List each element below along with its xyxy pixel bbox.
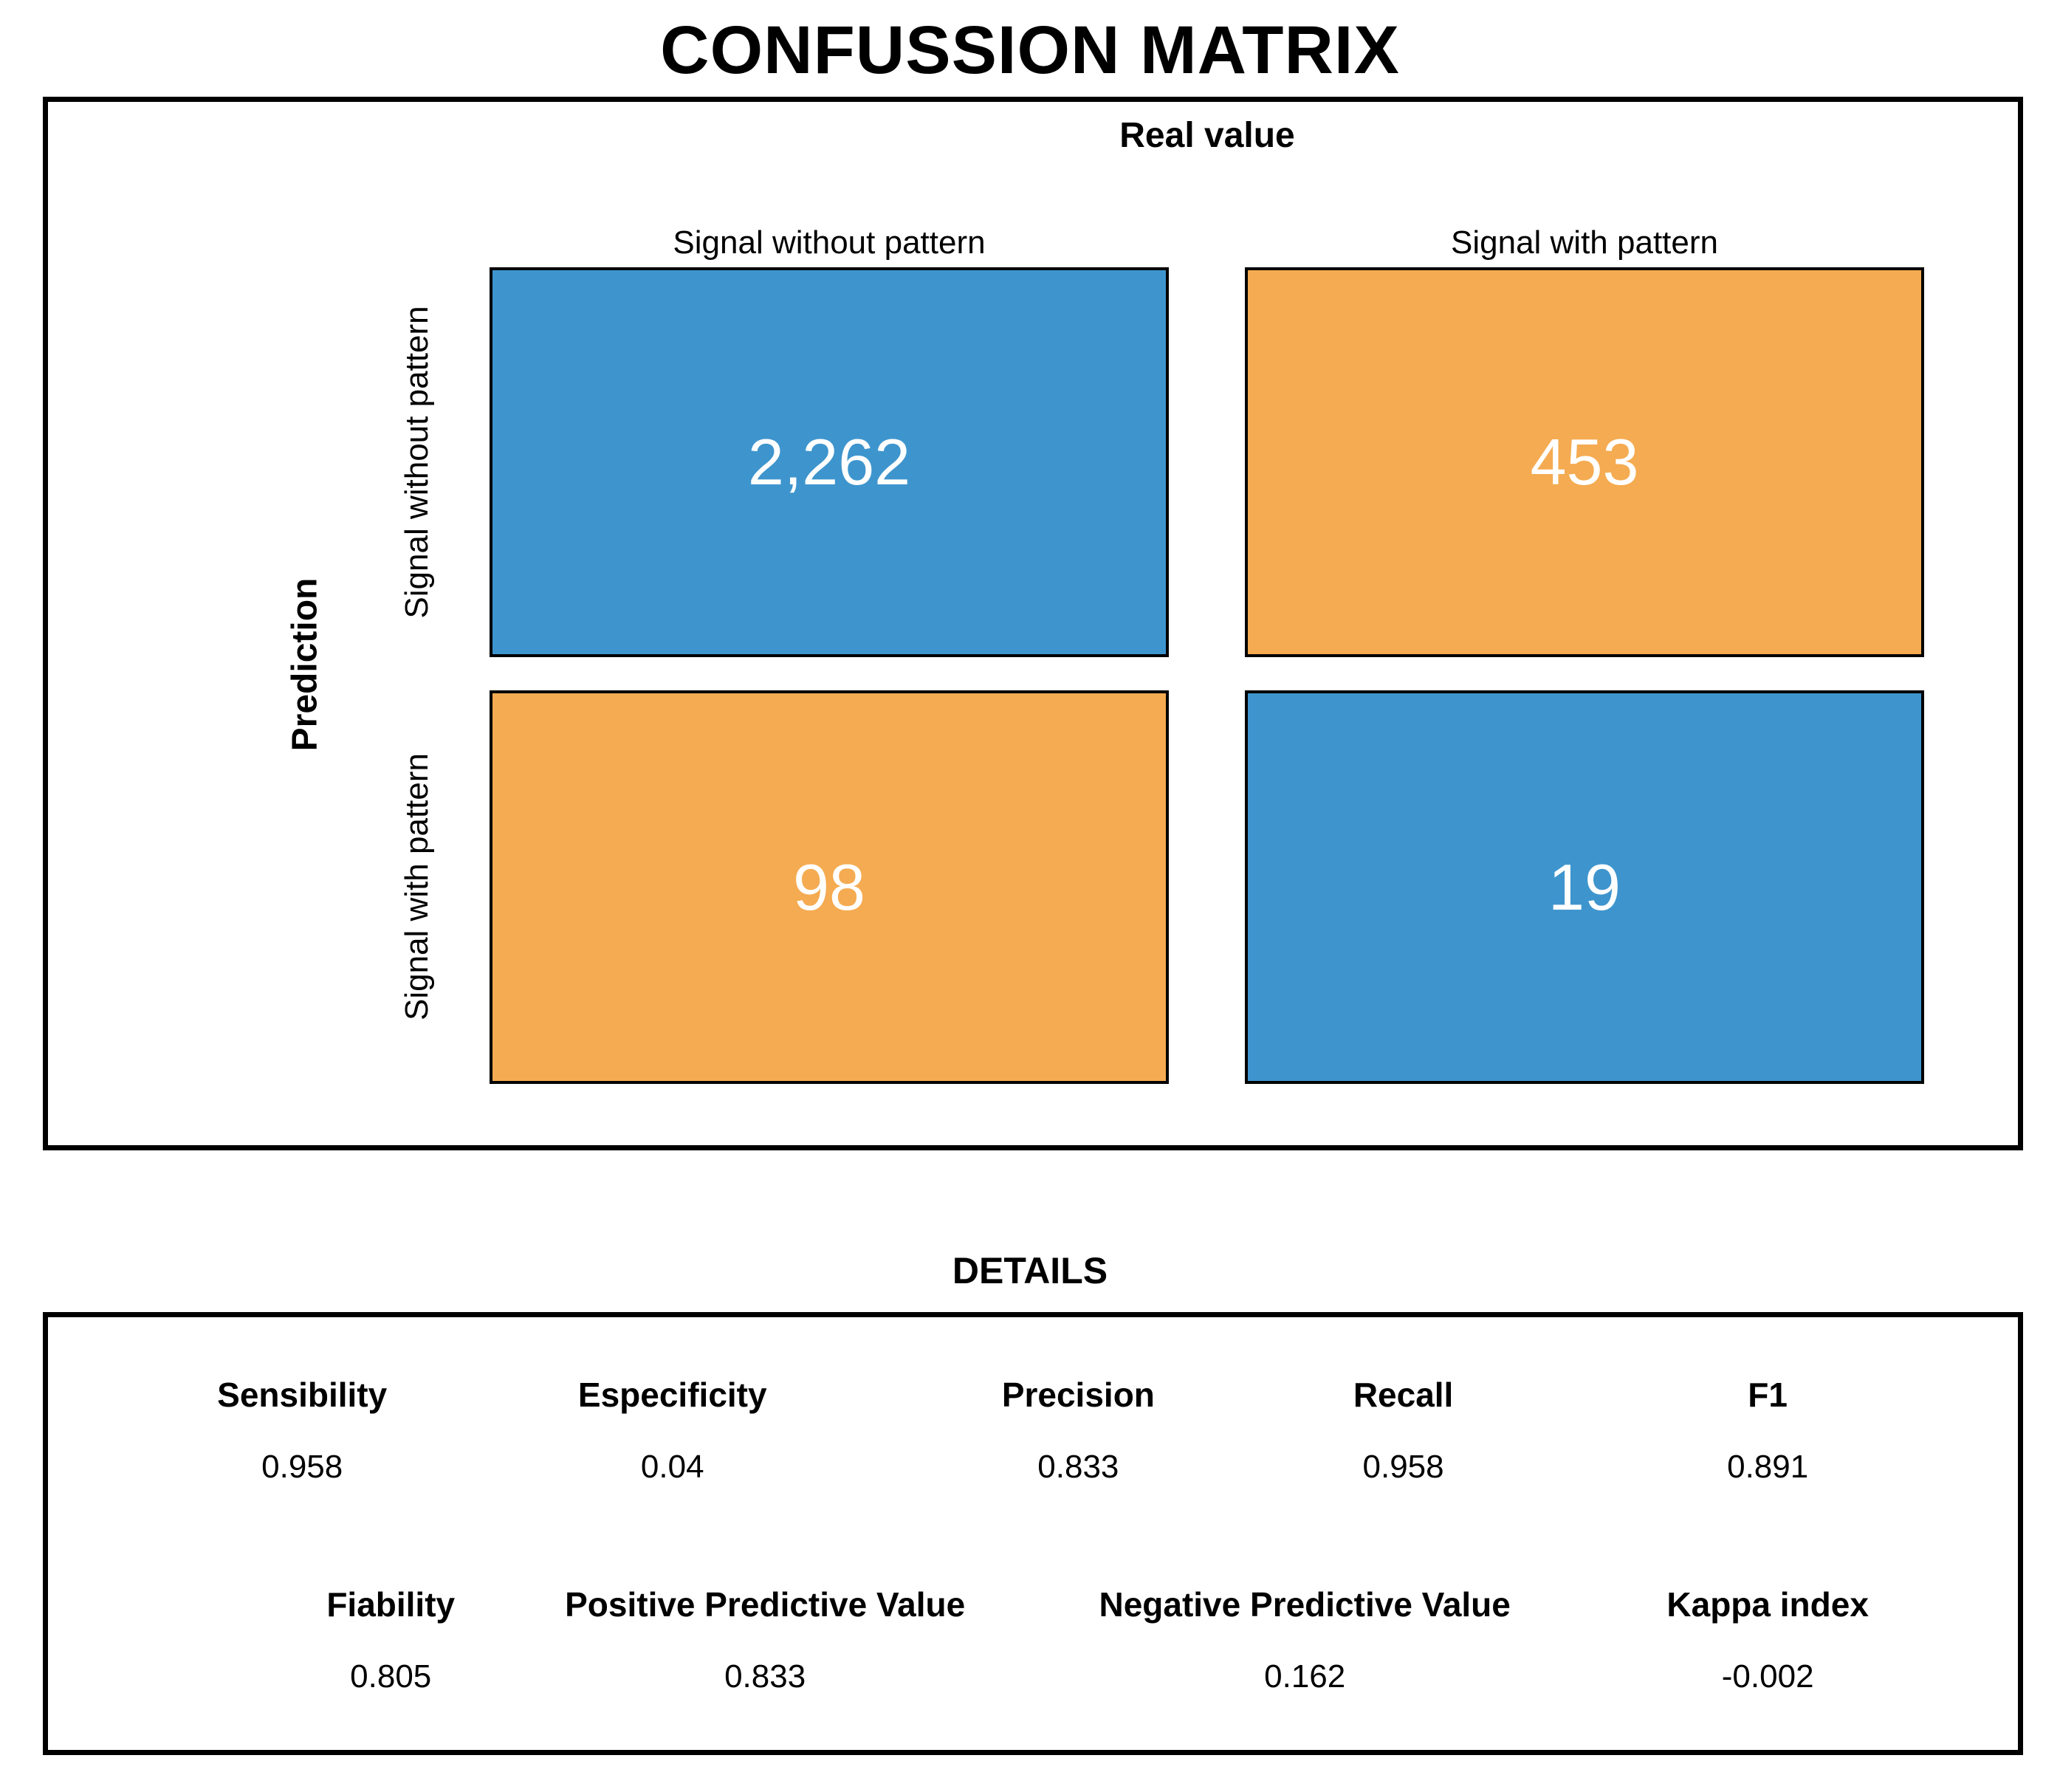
matrix-cell-value: 98 (793, 850, 865, 924)
metric-f1: F1 0.891 (1727, 1375, 1808, 1486)
matrix-cell-value: 453 (1530, 425, 1639, 498)
metric-value: 0.891 (1727, 1449, 1809, 1485)
metric-positive-predictive-value: Positive Predictive Value 0.833 (565, 1585, 965, 1695)
metric-fiability: Fiability 0.805 (326, 1585, 455, 1695)
row-header-signal-with-pattern: Signal with pattern (399, 753, 435, 1020)
matrix-cell-value: 19 (1548, 850, 1621, 924)
details-heading: DETAILS (952, 1250, 1108, 1291)
matrix-panel: Real value Signal without pattern Signal… (43, 97, 2023, 1150)
metric-value: 0.162 (1264, 1658, 1346, 1695)
matrix-cell-false-positive: 98 (490, 690, 1169, 1084)
metric-label: Recall (1353, 1376, 1454, 1414)
matrix-panel-inner: Real value Signal without pattern Signal… (48, 102, 2018, 1145)
metric-value: 0.04 (640, 1449, 704, 1485)
details-panel: Sensibility 0.958 Especificity 0.04 Prec… (43, 1312, 2023, 1755)
metric-label: Positive Predictive Value (565, 1585, 966, 1624)
metric-value: 0.958 (261, 1449, 343, 1485)
metric-sensibility: Sensibility 0.958 (217, 1375, 387, 1486)
details-panel-inner: Sensibility 0.958 Especificity 0.04 Prec… (48, 1317, 2018, 1750)
metric-precision: Precision 0.833 (1002, 1375, 1155, 1486)
metric-label: Kappa index (1666, 1585, 1869, 1624)
column-header-signal-with-pattern: Signal with pattern (1451, 224, 1718, 261)
matrix-cell-false-negative: 453 (1245, 267, 1924, 657)
real-value-axis-label: Real value (1119, 116, 1295, 155)
metric-value: 0.833 (724, 1658, 806, 1695)
page-title: CONFUSSION MATRIX (660, 13, 1400, 88)
metric-label: Precision (1001, 1376, 1155, 1414)
metric-value: 0.958 (1362, 1449, 1444, 1485)
row-header-signal-without-pattern: Signal without pattern (399, 306, 435, 619)
prediction-axis-label: Prediction (285, 577, 325, 752)
metric-recall: Recall 0.958 (1353, 1375, 1454, 1486)
metric-label: Negative Predictive Value (1099, 1585, 1511, 1624)
metric-value: 0.805 (350, 1658, 432, 1695)
metric-value: 0.833 (1037, 1449, 1119, 1485)
matrix-cell-true-positive: 19 (1245, 690, 1924, 1084)
metric-negative-predictive-value: Negative Predictive Value 0.162 (1099, 1585, 1510, 1695)
metric-label: F1 (1748, 1376, 1788, 1414)
metric-label: Especificity (577, 1376, 767, 1414)
matrix-cell-value: 2,262 (747, 425, 911, 498)
metric-kappa-index: Kappa index -0.002 (1666, 1585, 1869, 1695)
metric-label: Fiability (326, 1585, 456, 1624)
metric-value: -0.002 (1721, 1658, 1814, 1695)
matrix-cell-true-negative: 2,262 (490, 267, 1169, 657)
column-header-signal-without-pattern: Signal without pattern (673, 224, 986, 261)
metric-label: Sensibility (217, 1376, 388, 1414)
metric-especificity: Especificity 0.04 (578, 1375, 767, 1486)
